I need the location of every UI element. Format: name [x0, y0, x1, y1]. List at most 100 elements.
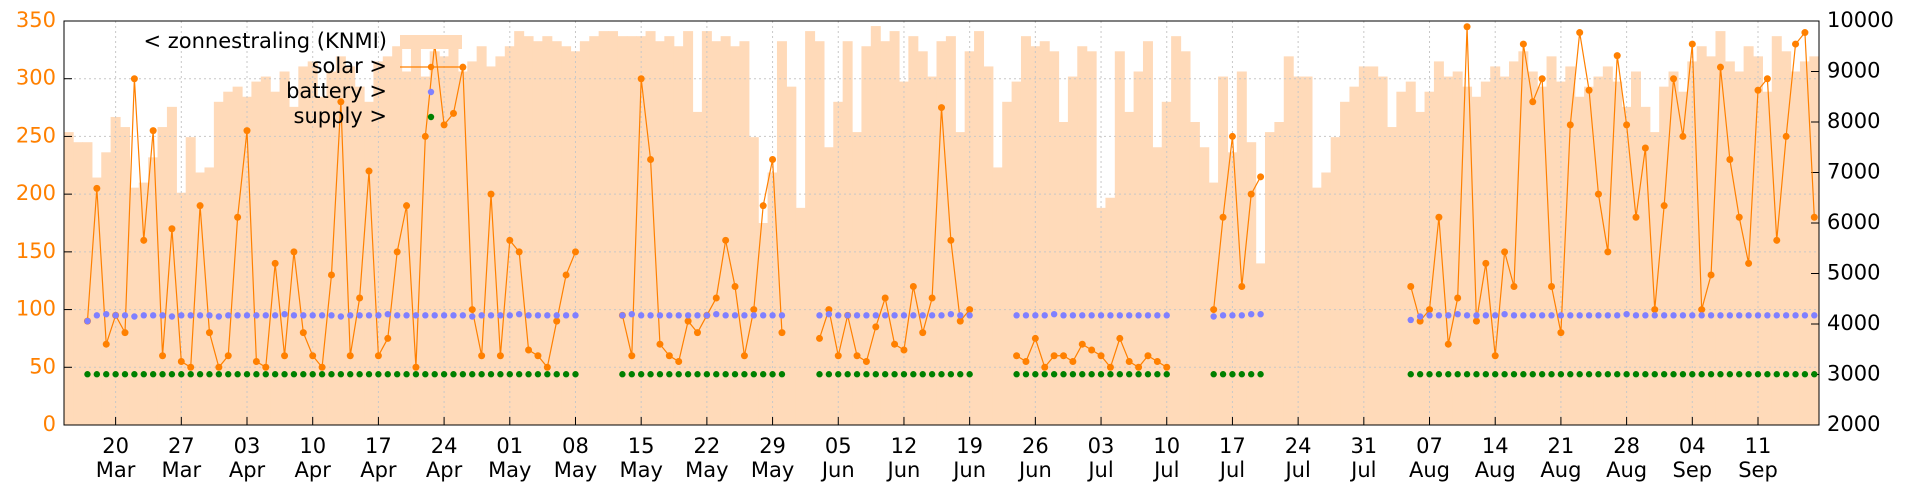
- data-point: [853, 371, 861, 378]
- x-tick-label: 11 Sep: [1738, 434, 1778, 482]
- data-point: [178, 371, 185, 378]
- area-step: [223, 91, 234, 425]
- area-step: [382, 56, 393, 425]
- data-point: [872, 323, 880, 331]
- area-step: [776, 41, 787, 425]
- y2-tick-label: 8000: [1827, 109, 1880, 133]
- series-line: [621, 78, 783, 363]
- area-step: [898, 81, 909, 425]
- area-step: [1555, 81, 1566, 425]
- data-point: [1022, 358, 1030, 366]
- area-step: [1462, 86, 1473, 426]
- data-point: [1116, 312, 1124, 319]
- area-step: [1433, 61, 1444, 426]
- data-point: [534, 352, 542, 360]
- data-point: [347, 312, 354, 319]
- data-point: [1538, 371, 1546, 378]
- data-point: [1229, 371, 1236, 378]
- area-step: [1518, 51, 1529, 426]
- area-step: [1011, 81, 1022, 425]
- x-tick-label: 24 Apr: [425, 434, 463, 482]
- data-point: [356, 294, 364, 302]
- data-point: [1078, 340, 1086, 348]
- data-point: [919, 329, 927, 337]
- data-point: [853, 312, 861, 319]
- area-step: [1593, 76, 1604, 426]
- data-point: [1698, 371, 1705, 378]
- area-step: [1715, 31, 1726, 425]
- data-point: [1782, 371, 1790, 378]
- data-point: [1482, 371, 1490, 378]
- data-point: [374, 352, 382, 360]
- area-step: [889, 31, 900, 425]
- data-point: [1811, 371, 1818, 378]
- data-point: [1032, 312, 1039, 319]
- area-step: [232, 86, 243, 426]
- data-point: [356, 371, 363, 378]
- legend-label: solar >: [312, 54, 387, 78]
- data-point: [205, 329, 213, 337]
- data-point: [262, 363, 270, 371]
- data-point: [1538, 75, 1546, 83]
- data-point: [299, 329, 307, 337]
- data-point: [1013, 371, 1020, 378]
- data-point: [637, 371, 645, 378]
- area-step: [317, 96, 328, 425]
- data-point: [384, 334, 392, 342]
- data-point: [881, 371, 889, 378]
- data-point: [665, 352, 673, 360]
- data-point: [722, 371, 729, 378]
- data-point: [365, 312, 373, 319]
- data-point: [215, 313, 223, 320]
- data-point: [140, 236, 148, 244]
- area-step: [795, 207, 806, 425]
- data-point: [1679, 371, 1687, 378]
- data-point: [93, 312, 101, 319]
- area-step: [1067, 76, 1078, 426]
- data-point: [1163, 371, 1170, 378]
- data-point: [1472, 317, 1480, 325]
- area-step: [1030, 46, 1041, 425]
- data-point: [928, 294, 936, 302]
- area-step: [1349, 86, 1360, 426]
- area-step: [1612, 81, 1623, 425]
- data-point: [731, 371, 739, 378]
- data-point: [684, 371, 692, 378]
- data-point: [1782, 132, 1790, 140]
- data-point: [741, 371, 748, 378]
- data-point: [121, 329, 129, 337]
- area-step: [476, 46, 487, 425]
- data-point: [1717, 312, 1724, 319]
- data-point: [1604, 248, 1612, 256]
- data-point: [450, 371, 457, 378]
- data-point: [553, 371, 560, 378]
- data-point: [1135, 363, 1143, 371]
- data-point: [891, 340, 899, 348]
- data-point: [1454, 294, 1462, 302]
- data-point: [262, 312, 269, 319]
- data-point: [459, 63, 467, 71]
- data-point: [478, 312, 485, 319]
- area-step: [91, 177, 102, 425]
- area-step: [748, 137, 759, 425]
- data-point: [1257, 371, 1264, 378]
- x-tick-label: 26 Jun: [1018, 434, 1052, 482]
- area-step: [166, 106, 177, 425]
- data-point: [1689, 371, 1696, 378]
- area-step: [1443, 76, 1454, 426]
- area-step: [1659, 86, 1670, 426]
- data-point: [1585, 312, 1593, 319]
- data-point: [1801, 371, 1809, 378]
- area-step: [561, 46, 572, 425]
- area-step: [514, 31, 525, 425]
- data-point: [496, 352, 504, 360]
- area-step: [579, 41, 590, 425]
- data-point: [1529, 312, 1536, 319]
- data-point: [328, 312, 335, 319]
- data-point: [459, 371, 467, 378]
- data-point: [1041, 363, 1049, 371]
- data-point: [835, 371, 842, 378]
- data-point: [1538, 312, 1546, 319]
- data-point: [900, 312, 908, 319]
- area-step: [1236, 71, 1247, 425]
